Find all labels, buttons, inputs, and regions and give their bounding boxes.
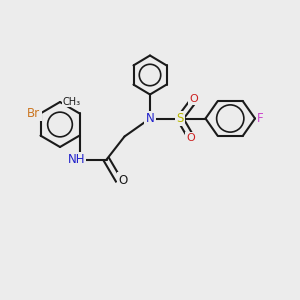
- Text: O: O: [118, 173, 127, 187]
- Text: O: O: [189, 94, 198, 104]
- Text: O: O: [186, 133, 195, 143]
- Text: CH₃: CH₃: [62, 97, 80, 107]
- Text: F: F: [257, 112, 264, 125]
- Text: S: S: [176, 112, 184, 125]
- Text: N: N: [146, 112, 154, 125]
- Text: NH: NH: [68, 153, 85, 166]
- Text: Br: Br: [27, 107, 40, 120]
